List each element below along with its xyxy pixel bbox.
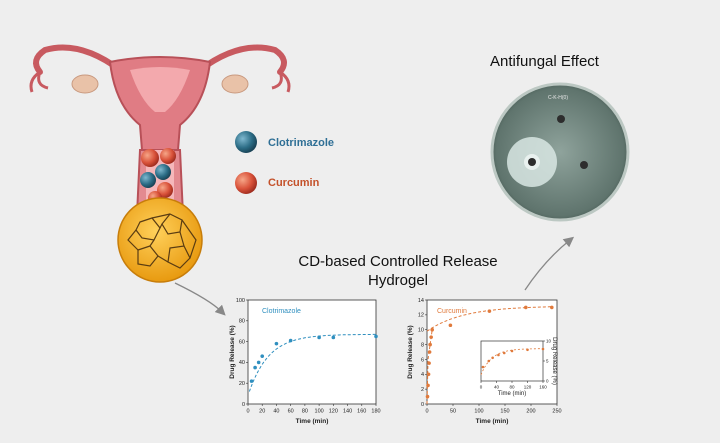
data-point	[317, 335, 321, 340]
data-point	[430, 327, 435, 332]
y-tick-label: 10	[546, 339, 552, 344]
data-point	[331, 335, 336, 340]
data-point	[426, 383, 430, 388]
y-tick-label: 80	[239, 319, 245, 325]
petri-label: C-K-H(0)	[548, 95, 568, 101]
chart-x-axis-label: Time (min)	[476, 418, 509, 425]
inset-data-point	[526, 348, 529, 352]
x-tick-label: 160	[357, 409, 366, 415]
arrow-chart-to-antifungal	[524, 236, 575, 291]
arrow-hydrogel-to-chart	[174, 282, 226, 316]
cyclodextrin-hydrogel-circle	[117, 197, 203, 283]
antifungal-effect-title: Antifungal Effect	[490, 53, 599, 70]
hydrogel-title: CD-based Controlled Release Hydrogel	[298, 253, 498, 289]
x-tick-label: 80	[302, 409, 308, 415]
y-tick-label: 0	[421, 402, 424, 408]
data-point	[427, 361, 431, 365]
clotrimazole-release-chart: 0 20 40 60 80 100 120 140 160 180 0 20 40 60 80 100 Clo…	[229, 298, 381, 425]
x-tick-label: 0	[246, 409, 249, 415]
data-point	[487, 309, 492, 313]
clotrimazole-capsule-icon	[235, 131, 257, 153]
data-point	[550, 305, 554, 310]
data-point	[425, 394, 430, 399]
chart-y-axis-label: Drug Release (%)	[229, 325, 236, 378]
legend-curcumin-label: Curcumin	[268, 177, 320, 189]
x-tick-label: 200	[526, 409, 535, 415]
x-tick-label: 40	[273, 409, 279, 415]
x-tick-label: 120	[524, 385, 532, 390]
legend-clotrimazole-label: Clotrimazole	[268, 137, 335, 149]
data-point	[448, 323, 453, 328]
data-point	[426, 372, 431, 377]
data-point	[253, 365, 257, 370]
y-tick-label: 6	[421, 357, 424, 363]
capsule-cluster	[140, 148, 176, 205]
y-tick-label: 8	[421, 342, 424, 348]
x-tick-label: 150	[500, 409, 509, 415]
data-point	[428, 342, 432, 347]
inset-data-point	[487, 359, 491, 363]
x-tick-label: 80	[509, 385, 515, 390]
curcumin-capsule-icon	[235, 172, 257, 194]
inset-data-point	[481, 365, 485, 369]
x-tick-label: 60	[288, 409, 294, 415]
y-tick-label: 12	[418, 313, 424, 319]
data-point	[288, 338, 293, 343]
data-point	[256, 360, 261, 365]
uterus-illustration	[29, 44, 291, 216]
chart-x-axis-label: Time (min)	[296, 418, 329, 425]
inset-data-point	[502, 351, 506, 355]
x-tick-label: 40	[494, 385, 500, 390]
x-tick-label: 100	[474, 409, 483, 415]
data-point	[427, 350, 432, 354]
y-tick-label: 5	[546, 359, 549, 364]
data-point	[524, 305, 528, 310]
x-tick-label: 100	[315, 409, 324, 415]
x-tick-label: 50	[450, 409, 456, 415]
y-tick-label: 0	[546, 379, 549, 384]
x-tick-label: 0	[425, 409, 428, 415]
y-tick-label: 2	[421, 387, 424, 393]
x-tick-label: 250	[552, 409, 561, 415]
x-tick-label: 140	[343, 409, 352, 415]
inset-data-point	[541, 347, 545, 351]
x-tick-label: 160	[539, 385, 547, 390]
inset-x-axis-label: Time (min)	[498, 391, 526, 397]
y-tick-label: 40	[239, 360, 245, 366]
chart-series-label-clotrimazole: Clotrimazole	[262, 308, 301, 315]
y-tick-label: 14	[418, 298, 424, 304]
inset-data-point	[491, 356, 494, 360]
data-point	[274, 341, 279, 346]
chart-y-axis-label: Drug Release (%)	[407, 325, 414, 378]
y-tick-label: 0	[242, 402, 245, 408]
x-tick-label: 180	[371, 409, 380, 415]
inset-data-point	[510, 349, 514, 353]
data-point	[249, 379, 254, 383]
y-tick-label: 20	[239, 381, 245, 387]
data-point	[429, 335, 433, 339]
y-tick-label: 10	[418, 328, 424, 334]
x-tick-label: 120	[329, 409, 338, 415]
petri-dish-image: C-K-H(0)	[490, 82, 630, 222]
y-tick-label: 100	[236, 298, 245, 304]
inset-data-point	[497, 353, 500, 357]
x-tick-label: 0	[480, 385, 483, 390]
y-tick-label: 60	[239, 339, 245, 345]
y-tick-label: 4	[421, 372, 424, 378]
data-point	[260, 354, 265, 358]
inset-y-axis-label: Drug Release (%)	[551, 337, 557, 385]
chart-series-label-curcumin: Curcumin	[437, 308, 467, 315]
x-tick-label: 20	[259, 409, 265, 415]
data-point	[374, 334, 378, 339]
